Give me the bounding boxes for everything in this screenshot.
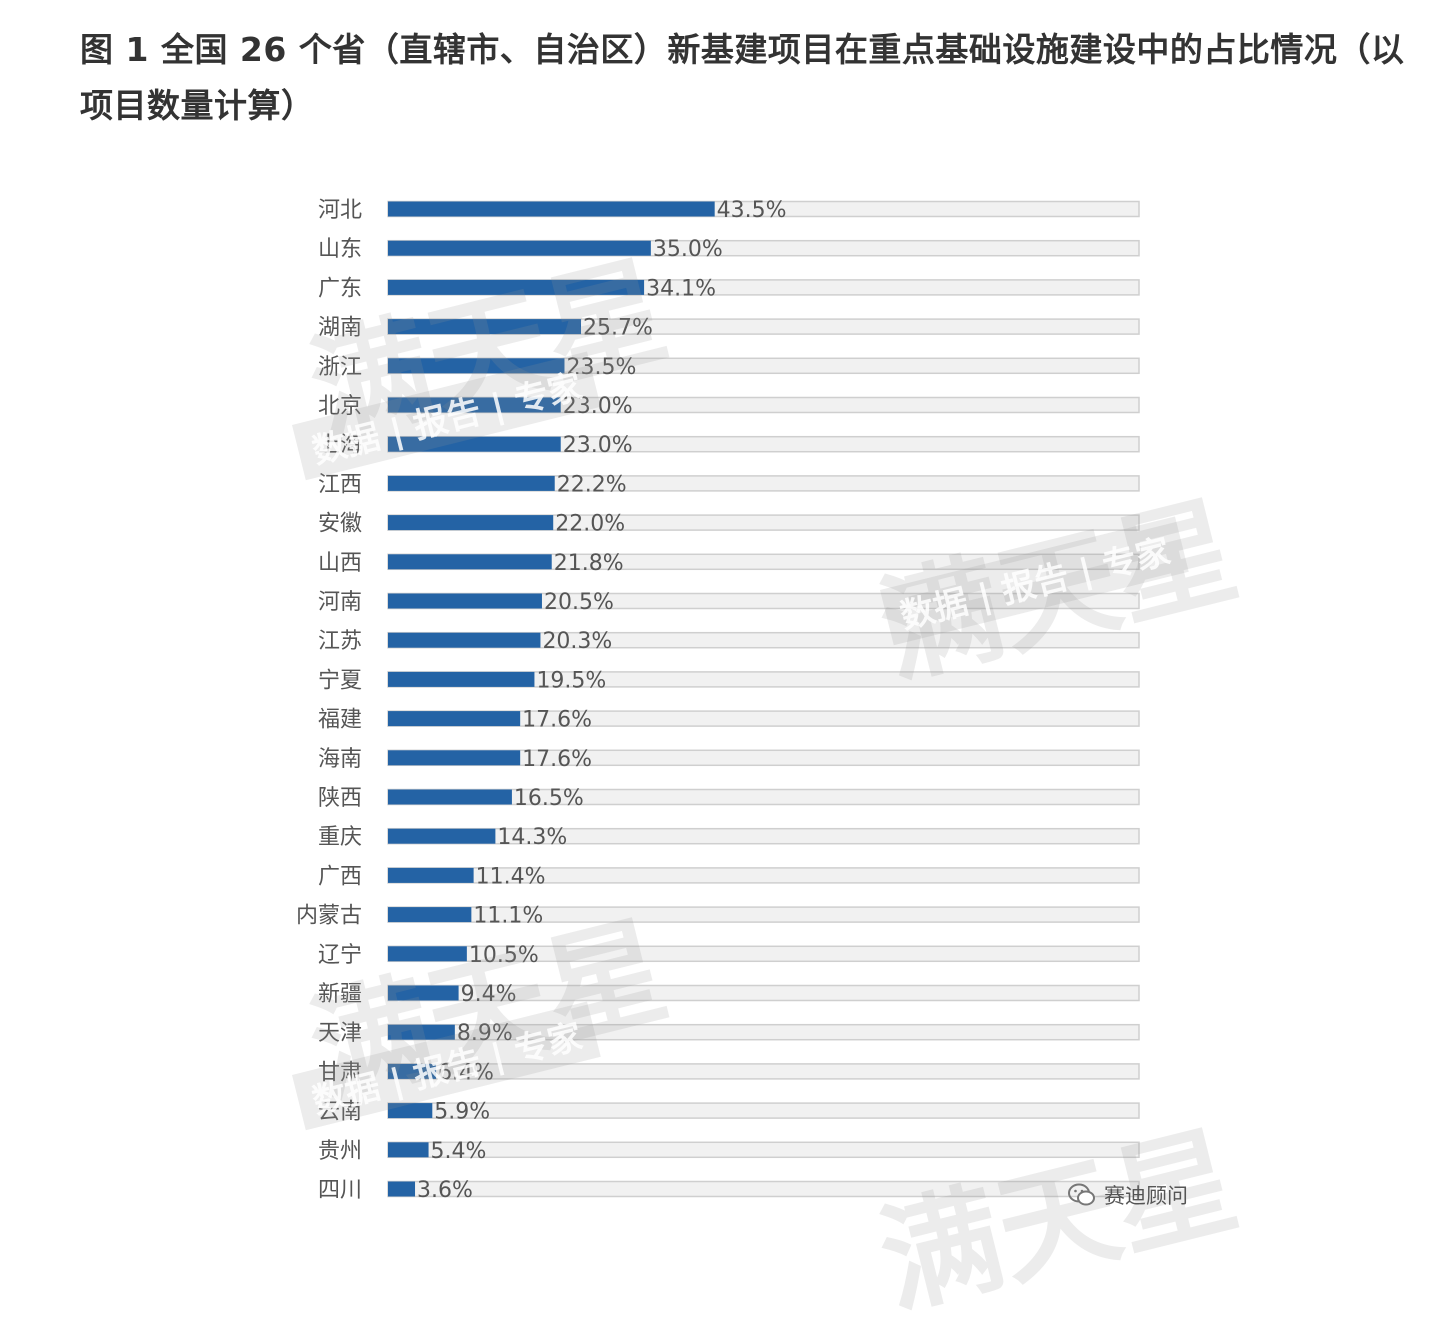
category-label: 广东 — [318, 276, 362, 301]
bar — [388, 946, 467, 962]
bar — [388, 907, 472, 923]
chart-area: 河北 43.5% 山东 35.0% 广东 34.1% 湖南 25.7% 浙江 23.5% 北京 23.… — [296, 198, 1140, 1203]
bar — [388, 515, 554, 531]
category-label: 内蒙古 — [296, 904, 362, 929]
category-label: 贵州 — [318, 1139, 362, 1164]
bar — [388, 1063, 437, 1079]
category-label: 湖南 — [318, 316, 362, 341]
source-label: 赛迪顾问 — [1104, 1184, 1188, 1208]
source-tag: 赛迪顾问 — [1068, 1180, 1188, 1210]
value-label: 10.5% — [469, 943, 539, 968]
bar — [388, 985, 459, 1001]
value-label: 22.0% — [555, 512, 625, 537]
value-label: 20.5% — [544, 590, 614, 615]
value-label: 23.5% — [566, 355, 636, 380]
bar — [388, 554, 552, 570]
category-label: 辽宁 — [318, 943, 362, 968]
bar — [388, 1103, 433, 1119]
bar — [388, 632, 541, 648]
value-label: 25.7% — [583, 316, 653, 341]
value-label: 6.4% — [438, 1060, 494, 1085]
value-label: 23.0% — [563, 433, 633, 458]
bar — [388, 828, 496, 844]
bar — [388, 358, 565, 374]
bar — [388, 475, 555, 491]
category-label: 河南 — [318, 590, 362, 615]
value-label: 8.9% — [457, 1021, 513, 1046]
bar — [388, 1142, 429, 1158]
value-label: 17.6% — [522, 747, 592, 772]
value-label: 17.6% — [522, 708, 592, 733]
value-label: 21.8% — [554, 551, 624, 576]
category-label: 江苏 — [318, 629, 362, 654]
bar — [388, 711, 521, 727]
bar — [388, 1024, 455, 1040]
category-label: 浙江 — [318, 355, 362, 380]
category-label: 新疆 — [318, 982, 362, 1007]
bar-chart: 河北 43.5% 山东 35.0% 广东 34.1% 湖南 25.7% 浙江 23.5% 北京 23.… — [296, 198, 1140, 1203]
value-label: 22.2% — [557, 472, 627, 497]
bar — [388, 240, 651, 256]
value-label: 19.5% — [536, 668, 606, 693]
value-label: 3.6% — [417, 1178, 473, 1203]
value-label: 9.4% — [461, 982, 517, 1007]
category-label: 河北 — [318, 198, 362, 223]
category-label: 云南 — [318, 1100, 362, 1125]
bar — [388, 397, 561, 413]
bar — [388, 319, 582, 335]
value-label: 34.1% — [646, 276, 716, 301]
value-label: 43.5% — [717, 198, 787, 223]
bar — [388, 789, 512, 805]
value-label: 11.4% — [476, 864, 546, 889]
bar — [388, 671, 535, 687]
category-label: 山东 — [318, 237, 362, 262]
bar-track — [387, 1180, 1140, 1198]
value-label: 5.9% — [434, 1100, 490, 1125]
value-label: 23.0% — [563, 394, 633, 419]
bar — [388, 436, 561, 452]
value-label: 14.3% — [497, 825, 567, 850]
value-label: 20.3% — [542, 629, 612, 654]
bar — [388, 279, 645, 295]
category-label: 广西 — [318, 864, 362, 889]
category-label: 安徽 — [318, 512, 362, 537]
bar — [388, 750, 521, 766]
bar-track — [387, 1102, 1140, 1119]
bar-track — [387, 1141, 1140, 1159]
category-label: 北京 — [318, 394, 362, 419]
value-label: 11.1% — [473, 904, 543, 929]
category-label: 山西 — [318, 551, 362, 576]
category-label: 海南 — [318, 747, 362, 772]
category-label: 甘肃 — [318, 1060, 362, 1085]
category-label: 天津 — [318, 1021, 362, 1046]
bar — [388, 1181, 416, 1197]
category-label: 陕西 — [318, 786, 362, 811]
category-label: 江西 — [318, 472, 362, 497]
figure-title: 图 1 全国 26 个省（直辖市、自治区）新基建项目在重点基础设施建设中的占比情… — [80, 30, 1405, 125]
value-label: 5.4% — [431, 1139, 487, 1164]
category-label: 上海 — [318, 433, 362, 458]
wechat-icon — [1068, 1183, 1095, 1206]
category-label: 四川 — [318, 1178, 362, 1203]
bar — [388, 867, 474, 883]
category-label: 宁夏 — [318, 668, 362, 693]
value-label: 35.0% — [653, 237, 723, 262]
category-label: 福建 — [318, 708, 362, 733]
bar — [388, 201, 715, 217]
figure-title-block: 图 1 全国 26 个省（直辖市、自治区）新基建项目在重点基础设施建设中的占比情… — [80, 22, 1435, 134]
bar-track — [387, 1063, 1140, 1080]
bar — [388, 593, 542, 609]
value-label: 16.5% — [514, 786, 584, 811]
category-label: 重庆 — [318, 825, 362, 850]
